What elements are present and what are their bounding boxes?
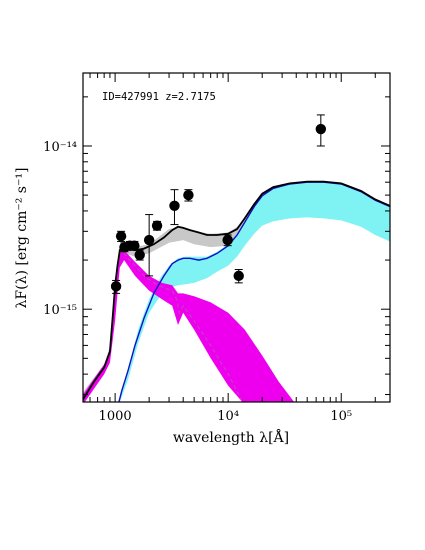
data-points [110, 114, 327, 294]
host-model-band [83, 250, 295, 402]
annotation-text: ID=427991 z=2.7175 [102, 91, 216, 103]
plot-frame [82, 72, 391, 403]
tick-labels: 1000 10⁴ 10⁵ 10⁻¹⁵ 10⁻¹⁴ [43, 140, 352, 424]
data-point-5 [129, 240, 140, 251]
data-point-2 [115, 231, 127, 242]
data-point-12 [233, 270, 244, 282]
x-tick-label: 10⁴ [217, 409, 239, 424]
total-model-line [83, 180, 390, 400]
host-model-line [83, 249, 242, 400]
model-bands [83, 182, 390, 402]
axis-ticks [83, 73, 390, 402]
data-point-9 [169, 200, 180, 212]
y-axis-title: λF(λ) [erg cm⁻² s⁻¹] [14, 168, 30, 309]
data-point-13 [315, 123, 327, 135]
y-tick-label: 10⁻¹⁵ [43, 303, 77, 318]
data-point-1 [110, 281, 122, 292]
agn-model-band [118, 182, 390, 402]
data-point-11 [222, 234, 233, 246]
total-model-band [83, 182, 390, 402]
data-point-8 [151, 220, 163, 231]
model-lines [83, 180, 390, 402]
x-tick-label: 1000 [99, 409, 132, 424]
x-axis-title: wavelength λ[Å] [173, 428, 289, 446]
data-point-6 [134, 249, 145, 261]
data-point-7 [143, 234, 155, 246]
x-tick-label: 10⁵ [330, 409, 352, 424]
data-point-10 [183, 189, 194, 201]
y-tick-label: 10⁻¹⁴ [43, 140, 77, 155]
